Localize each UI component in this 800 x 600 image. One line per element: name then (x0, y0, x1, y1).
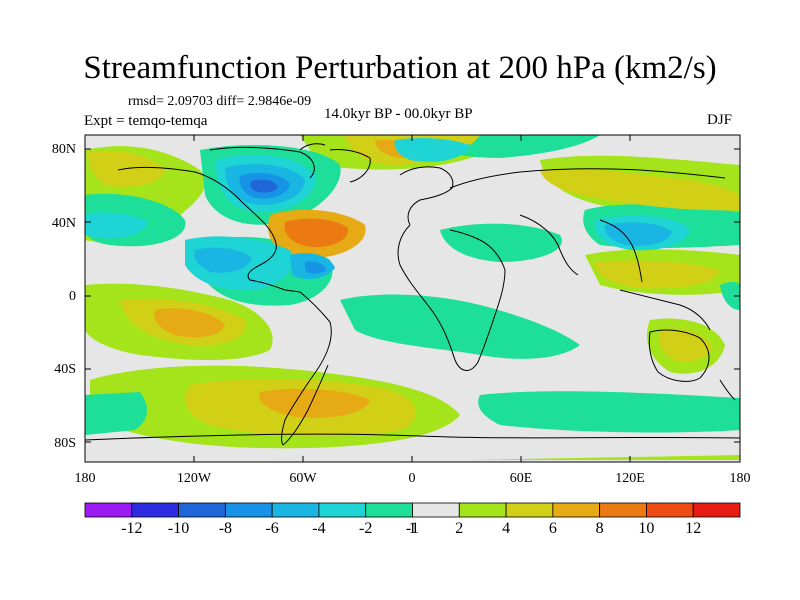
colorbar-label: 10 (638, 520, 654, 537)
lat-label-0: 0 (69, 289, 76, 304)
colorbar-swatch (365, 502, 413, 518)
colorbar-label: 4 (502, 520, 510, 537)
colorbar-swatch (318, 502, 367, 518)
colorbar-label: -4 (312, 520, 325, 537)
season-label: DJF (707, 112, 733, 128)
lat-label-40n: 40N (52, 216, 76, 231)
colorbar-label: 2 (455, 520, 463, 537)
lon-label-60w: 60W (289, 471, 317, 486)
lon-ticks (193, 135, 631, 462)
colorbar-swatch (178, 502, 226, 518)
colorbar-labels: -12 -10 -8 -6 -4 -2 -11 2 4 6 8 10 12 (121, 520, 701, 537)
colorbar-swatch (552, 502, 601, 518)
colorbar-label: 12 (685, 520, 701, 537)
lon-label-180w: 180 (75, 471, 96, 486)
experiment-label: Expt = temqo-temqa (84, 113, 208, 129)
colorbar-swatch (84, 502, 133, 518)
coastlines (85, 143, 740, 446)
colorbar-label: 8 (596, 520, 604, 537)
time-period-label: 14.0kyr BP - 00.0kyr BP (324, 106, 473, 122)
colorbar-label: 6 (549, 520, 557, 537)
colorbar-label: -8 (219, 520, 232, 537)
colorbar-label: -6 (265, 520, 278, 537)
lon-label-60e: 60E (510, 471, 533, 486)
colorbar-swatch (599, 502, 647, 518)
contour-fill (85, 135, 740, 462)
lon-label-120w: 120W (177, 471, 212, 486)
colorbar-swatch (458, 502, 507, 518)
colorbar-label: -10 (168, 520, 189, 537)
colorbar-swatch (692, 502, 741, 518)
colorbar-label: -2 (359, 520, 372, 537)
rmsd-diff-stats: rmsd= 2.09703 diff= 2.9846e-09 (128, 94, 312, 109)
lat-label-40s: 40S (54, 362, 76, 377)
colorbar-swatch (646, 502, 694, 518)
lat-ticks (85, 148, 740, 443)
lon-label-120e: 120E (615, 471, 645, 486)
lon-label-0: 0 (409, 471, 416, 486)
band-6-to-8 (284, 218, 349, 248)
colorbar (84, 502, 741, 518)
lat-axis: 80N 40N 0 40S 80S (52, 142, 76, 451)
colorbar-label: -1 (406, 520, 419, 537)
lon-label-180e: 180 (730, 471, 751, 486)
band-minus8-to-minus10 (250, 179, 278, 193)
colorbar-swatch (224, 502, 273, 518)
lon-axis: 180 120W 60W 0 60E 120E 180 (75, 471, 751, 486)
colorbar-swatch (131, 502, 179, 518)
lat-label-80n: 80N (52, 142, 76, 157)
colorbar-label: 1 (409, 520, 417, 537)
colorbar-swatch (412, 502, 460, 518)
colorbar-swatch (271, 502, 320, 518)
colorbar-label: -12 (121, 520, 142, 537)
plot-title: Streamfunction Perturbation at 200 hPa (… (83, 50, 717, 86)
lat-label-80s: 80S (54, 436, 76, 451)
colorbar-swatch (505, 502, 554, 518)
